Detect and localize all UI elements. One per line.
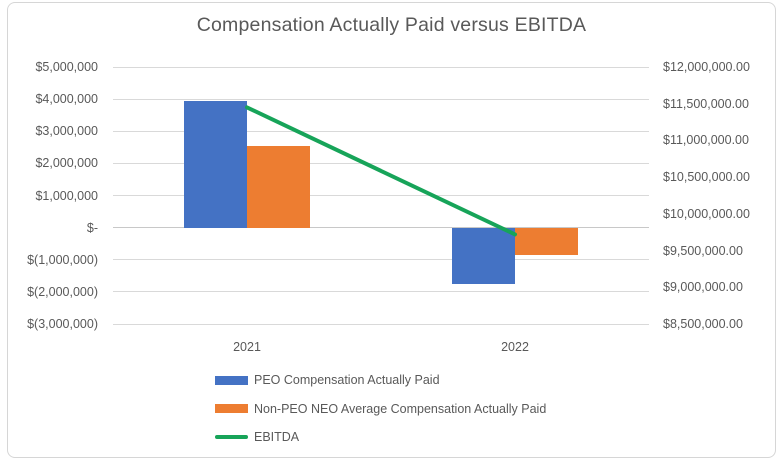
right-axis-tick-label: $11,000,000.00: [663, 133, 749, 148]
right-axis-tick-label: $12,000,000.00: [663, 60, 750, 74]
bar-non-peo-2021: [247, 145, 310, 228]
legend-item-non-peo: Non-PEO NEO Average Compensation Actuall…: [215, 402, 546, 416]
left-axis-tick-label: $5,000,000: [35, 60, 98, 74]
bar-non-peo-2022: [515, 227, 578, 255]
left-axis-tick-label: $(2,000,000): [27, 284, 98, 299]
gridline: [113, 66, 649, 68]
left-axis-tick-label: $(1,000,000): [27, 252, 98, 267]
gridline: [113, 98, 649, 100]
zero-axis-line: [113, 227, 649, 229]
chart-title: Compensation Actually Paid versus EBITDA: [196, 14, 587, 36]
right-axis-tick-label: $9,000,000.00: [663, 280, 743, 295]
right-axis-tick-label: $9,500,000.00: [663, 243, 743, 258]
legend-item-peo: PEO Compensation Actually Paid: [215, 373, 546, 387]
non-peo-series-swatch-icon: [215, 404, 248, 413]
ebitda-series-line-swatch-icon: [215, 435, 248, 439]
left-axis-tick-label: $3,000,000: [35, 124, 98, 139]
legend-label-ebitda: EBITDA: [254, 430, 300, 444]
left-axis-tick-label: $4,000,000: [35, 92, 98, 107]
legend-label-non-peo: Non-PEO NEO Average Compensation Actuall…: [254, 401, 547, 416]
gridline: [113, 130, 649, 132]
gridline: [113, 195, 649, 196]
right-axis-tick-label: $10,000,000.00: [663, 206, 750, 221]
ebitda-line: [245, 105, 517, 237]
gridline: [113, 259, 649, 261]
x-axis-label: 2022: [501, 340, 529, 354]
gridline: [113, 162, 649, 164]
peo-series-swatch-icon: [215, 375, 248, 385]
legend-item-ebitda: EBITDA: [215, 430, 546, 444]
gridline: [113, 323, 649, 325]
right-axis-tick-label: $10,500,000.00: [663, 170, 750, 185]
right-axis-tick-label: $8,500,000.00: [663, 317, 743, 331]
legend-label-peo: PEO Compensation Actually Paid: [254, 373, 440, 387]
gridline: [113, 291, 649, 293]
chart-frame: Compensation Actually Paid versus EBITDA…: [7, 2, 776, 458]
left-axis-tick-label: $1,000,000: [35, 188, 98, 203]
left-axis-tick-label: $-: [86, 220, 98, 235]
left-axis-tick-label: $2,000,000: [35, 156, 98, 171]
bar-peo-2021: [184, 100, 247, 228]
legend: PEO Compensation Actually Paid Non-PEO N…: [215, 373, 546, 459]
plot-area: $5,000,000 $4,000,000 $3,000,000 $2,000,000…: [27, 60, 750, 354]
bar-peo-2022: [452, 227, 515, 284]
right-axis-tick-label: $11,500,000.00: [663, 96, 749, 111]
left-axis-tick-label: $(3,000,000): [27, 317, 98, 331]
x-axis-label: 2021: [233, 340, 261, 354]
